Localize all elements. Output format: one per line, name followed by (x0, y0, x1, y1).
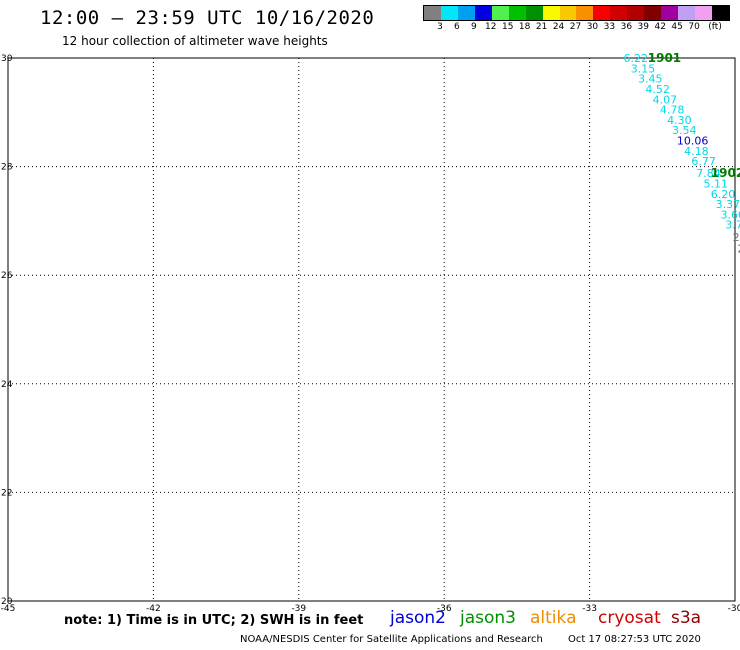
swh-observation: 2.68 (737, 243, 740, 256)
legend-swatch-17 (711, 6, 729, 20)
swh-observation: 3.45 (638, 73, 663, 86)
satellite-s3a: s3a (671, 608, 702, 628)
legend-swatch-16 (695, 6, 712, 20)
lon-tick-label: -33 (582, 604, 597, 614)
legend-label: 30 (586, 22, 599, 32)
swh-observation: 6.77 (691, 155, 716, 168)
color-legend (423, 5, 730, 21)
satellite-cryosat: cryosat (598, 608, 661, 628)
legend-label: 42 (654, 22, 666, 32)
legend-swatch-15 (678, 6, 695, 20)
credit-timestamp: Oct 17 08:27:53 UTC 2020 (568, 634, 701, 645)
legend-label: 18 (518, 22, 531, 32)
legend-label: 3 (437, 22, 443, 32)
legend-swatch-12 (627, 6, 645, 20)
legend-swatch-14 (661, 6, 679, 20)
legend-swatch-4 (491, 6, 509, 20)
swh-observation: 3.60 (720, 208, 740, 221)
swh-observation: 6.22 (624, 52, 649, 65)
swh-observation: 3.74 (725, 219, 740, 232)
footer-note: note: 1) Time is in UTC; 2) SWH is in fe… (64, 613, 364, 628)
legend-swatch-11 (610, 6, 628, 20)
track-label: 1902 (711, 166, 740, 180)
legend-swatch-5 (508, 6, 526, 20)
swh-observation: 5.11 (703, 177, 728, 190)
legend-labels: 3 6 9 12 15 18 21 24 27 30 33 36 39 42 45 70 (ft) (423, 22, 735, 34)
swh-observation: 4.52 (645, 83, 670, 96)
map-title: 12:00 – 23:59 UTC 10/16/2020 (40, 7, 375, 29)
legend-label: 33 (603, 22, 616, 32)
swh-observation: 10.06 (677, 135, 709, 148)
legend-swatch-3 (474, 6, 492, 20)
satellite-jason3: jason3 (460, 608, 516, 628)
legend-label: 24 (552, 22, 565, 32)
legend-label: 6 (454, 22, 460, 32)
legend-swatch-8 (559, 6, 577, 20)
swh-observation: 2.78 (733, 231, 740, 244)
swh-observation: 7.84 (696, 167, 721, 180)
swh-observation: 4.07 (653, 93, 678, 106)
legend-label: 36 (620, 22, 633, 32)
lat-tick-label: 22 (1, 488, 12, 498)
satellite-altika: altika (530, 608, 577, 628)
legend-swatch-1 (440, 6, 458, 20)
legend-label: 70 (688, 22, 700, 32)
lon-tick-label: -30 (728, 604, 740, 614)
swh-observation: 6.20 (711, 188, 736, 201)
swh-observation: 4.78 (660, 104, 685, 117)
lon-tick-label: -45 (1, 604, 16, 614)
lon-tick-label: -42 (146, 604, 161, 614)
legend-label: 15 (501, 22, 514, 32)
lat-tick-label: 28 (1, 163, 13, 173)
legend-swatch-7 (542, 6, 560, 20)
lon-tick-label: -39 (291, 604, 306, 614)
legend-label: 21 (535, 22, 548, 32)
legend-label: 39 (637, 22, 649, 32)
legend-label: (ft) (708, 22, 722, 32)
map-frame (7, 57, 736, 602)
legend-label: 45 (671, 22, 683, 32)
lat-tick-label: 30 (1, 54, 13, 64)
legend-swatch-9 (576, 6, 594, 20)
map-subtitle: 12 hour collection of altimeter wave hei… (62, 34, 328, 48)
legend-label: 9 (470, 22, 477, 32)
legend-swatch-13 (644, 6, 662, 20)
swh-observation: 3.37 (716, 198, 740, 211)
swh-observation: 3.15 (631, 62, 656, 75)
legend-swatch-10 (593, 6, 611, 20)
legend-swatch-6 (525, 6, 543, 20)
legend-label: 27 (569, 22, 582, 32)
lat-tick-label: 20 (1, 597, 13, 607)
swh-observation: 4.18 (684, 145, 709, 158)
lat-tick-label: 26 (1, 271, 13, 281)
legend-swatch-2 (457, 6, 475, 20)
swh-observation: 3.54 (672, 124, 697, 137)
legend-swatch-0 (424, 6, 441, 20)
track-label: 1901 (648, 51, 681, 65)
lon-tick-label: -36 (437, 604, 452, 614)
lat-tick-label: 24 (1, 380, 13, 390)
legend-label: 12 (485, 22, 497, 32)
satellite-jason2: jason2 (390, 608, 446, 628)
credit-text: NOAA/NESDIS Center for Satellite Applica… (240, 634, 543, 645)
swh-observation: 4.30 (667, 114, 692, 127)
